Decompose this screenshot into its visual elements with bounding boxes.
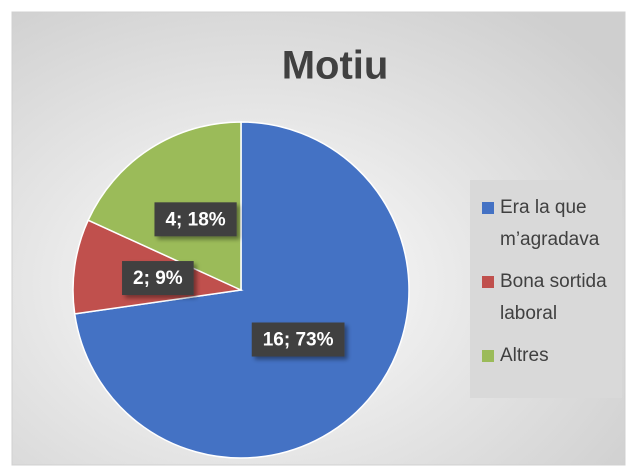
data-label-box [154, 202, 237, 237]
data-label-text: 4; 18% [165, 209, 225, 230]
data-labels: 16; 73% 2; 9% 4; 18% [122, 202, 345, 357]
chart-title: Motiu [282, 44, 389, 88]
legend-label: Era la que m’agradava [500, 197, 600, 250]
legend-label: Altres [500, 345, 549, 366]
legend: Era la que m’agradava Bona sortida labora… [470, 180, 622, 398]
data-label: 16; 73% [251, 322, 345, 357]
legend-label: Bona sortida laboral [500, 271, 607, 324]
data-label: 4; 18% [154, 202, 237, 237]
data-label: 2; 9% [122, 261, 194, 296]
data-label-box [122, 261, 194, 296]
legend-item: Bona sortida laboral [482, 266, 616, 330]
data-label-text: 16; 73% [263, 330, 334, 351]
data-label-text: 2; 9% [133, 268, 183, 289]
legend-swatch [482, 202, 494, 214]
legend-swatch [482, 276, 494, 288]
legend-swatch [482, 350, 494, 362]
data-label-box [251, 322, 345, 357]
legend-item: Era la que m’agradava [482, 192, 616, 256]
legend-item: Altres [482, 340, 616, 372]
